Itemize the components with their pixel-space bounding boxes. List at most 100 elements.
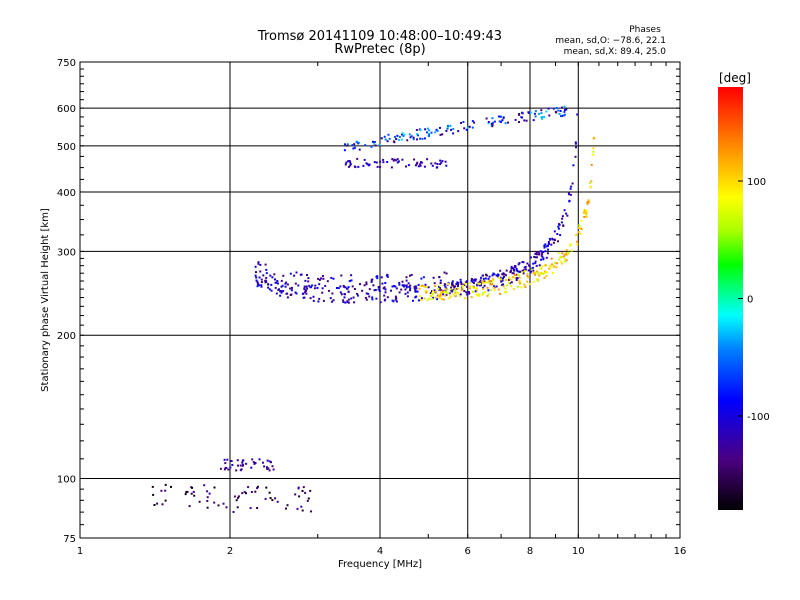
echo-point: [401, 133, 403, 136]
echo-point: [419, 163, 422, 166]
echo-point: [267, 467, 270, 470]
echo-point: [370, 281, 373, 283]
echo-point: [543, 116, 546, 118]
echo-point: [268, 469, 271, 472]
echo-point: [241, 461, 244, 464]
echo-point: [344, 301, 347, 304]
echo-point: [225, 506, 228, 509]
echo-point: [255, 271, 257, 274]
echo-point: [483, 284, 486, 287]
echo-point: [376, 275, 379, 278]
echo-point: [565, 259, 568, 262]
echo-point: [567, 192, 570, 194]
echo-point: [580, 219, 583, 222]
echo-point: [269, 274, 272, 277]
echo-point: [453, 286, 456, 289]
echo-point: [471, 290, 474, 293]
echo-point: [560, 221, 563, 224]
echo-point: [520, 286, 523, 289]
x-tick-label: 16: [674, 546, 687, 557]
echo-point: [473, 121, 476, 124]
echo-point: [239, 469, 242, 472]
echo-point: [317, 277, 320, 280]
echo-point: [576, 240, 579, 243]
echo-point: [498, 277, 501, 279]
echo-point: [458, 295, 461, 298]
echo-point: [526, 274, 529, 277]
echo-point: [266, 459, 269, 462]
echo-point: [482, 274, 484, 277]
echo-point: [523, 266, 526, 269]
echo-point: [509, 271, 512, 274]
echo-point: [391, 158, 394, 161]
echo-point: [439, 159, 442, 162]
stats-o-mode: mean, sd,O: −78.6, 22.1: [555, 36, 666, 46]
echo-point: [419, 164, 422, 167]
echo-point: [457, 130, 460, 133]
y-tick-label: 400: [57, 188, 76, 199]
echo-point: [428, 297, 431, 300]
echo-point: [302, 292, 305, 295]
echo-point: [343, 296, 346, 299]
echo-point: [550, 257, 553, 260]
echo-point: [363, 284, 366, 287]
echo-point: [546, 252, 549, 255]
echo-point: [495, 274, 498, 277]
echo-point: [449, 288, 452, 291]
echo-point: [398, 283, 401, 286]
echo-point: [481, 280, 484, 283]
echo-point: [579, 232, 582, 235]
echo-point: [488, 275, 491, 278]
echo-point: [331, 300, 334, 303]
echo-point: [429, 295, 432, 297]
echo-point: [345, 161, 348, 164]
echo-point: [396, 161, 399, 164]
echo-point: [401, 158, 404, 161]
echo-point: [513, 268, 515, 271]
echo-point: [350, 274, 353, 277]
echo-point: [219, 467, 222, 470]
echo-point: [481, 293, 484, 296]
echo-point: [590, 180, 593, 183]
echo-point: [498, 120, 501, 123]
echo-point: [521, 269, 524, 272]
echo-point: [474, 278, 477, 281]
echo-point: [374, 144, 377, 147]
colorbar-tick-label: -100: [747, 412, 770, 423]
echo-point: [348, 280, 351, 283]
echo-point: [431, 164, 434, 167]
echo-point: [491, 283, 494, 286]
echo-point: [447, 283, 449, 285]
echo-point: [412, 136, 415, 139]
echo-point: [190, 492, 193, 495]
x-tick-label: 10: [572, 546, 585, 557]
echo-point: [501, 283, 504, 286]
echo-point: [549, 264, 552, 267]
echo-point: [518, 270, 521, 273]
echo-point: [553, 230, 556, 233]
echo-point: [386, 161, 389, 163]
echo-point: [590, 163, 593, 166]
echo-point: [309, 297, 312, 300]
echo-point: [445, 289, 448, 292]
echo-point: [535, 251, 538, 254]
echo-point: [522, 272, 525, 275]
echo-point: [394, 295, 397, 298]
echo-point: [431, 296, 434, 299]
echo-point: [371, 278, 374, 281]
echo-point: [592, 147, 595, 150]
echo-point: [557, 240, 559, 243]
echo-point: [463, 127, 466, 130]
echo-point: [459, 293, 462, 296]
echo-point: [499, 278, 502, 281]
echo-point: [587, 199, 590, 202]
echo-point: [444, 286, 447, 289]
echo-point: [564, 109, 566, 111]
echo-point: [451, 290, 454, 293]
echo-point: [547, 107, 550, 110]
echo-point: [277, 289, 280, 291]
echo-point: [580, 227, 583, 230]
echo-point: [384, 298, 387, 301]
echo-point: [575, 146, 577, 149]
